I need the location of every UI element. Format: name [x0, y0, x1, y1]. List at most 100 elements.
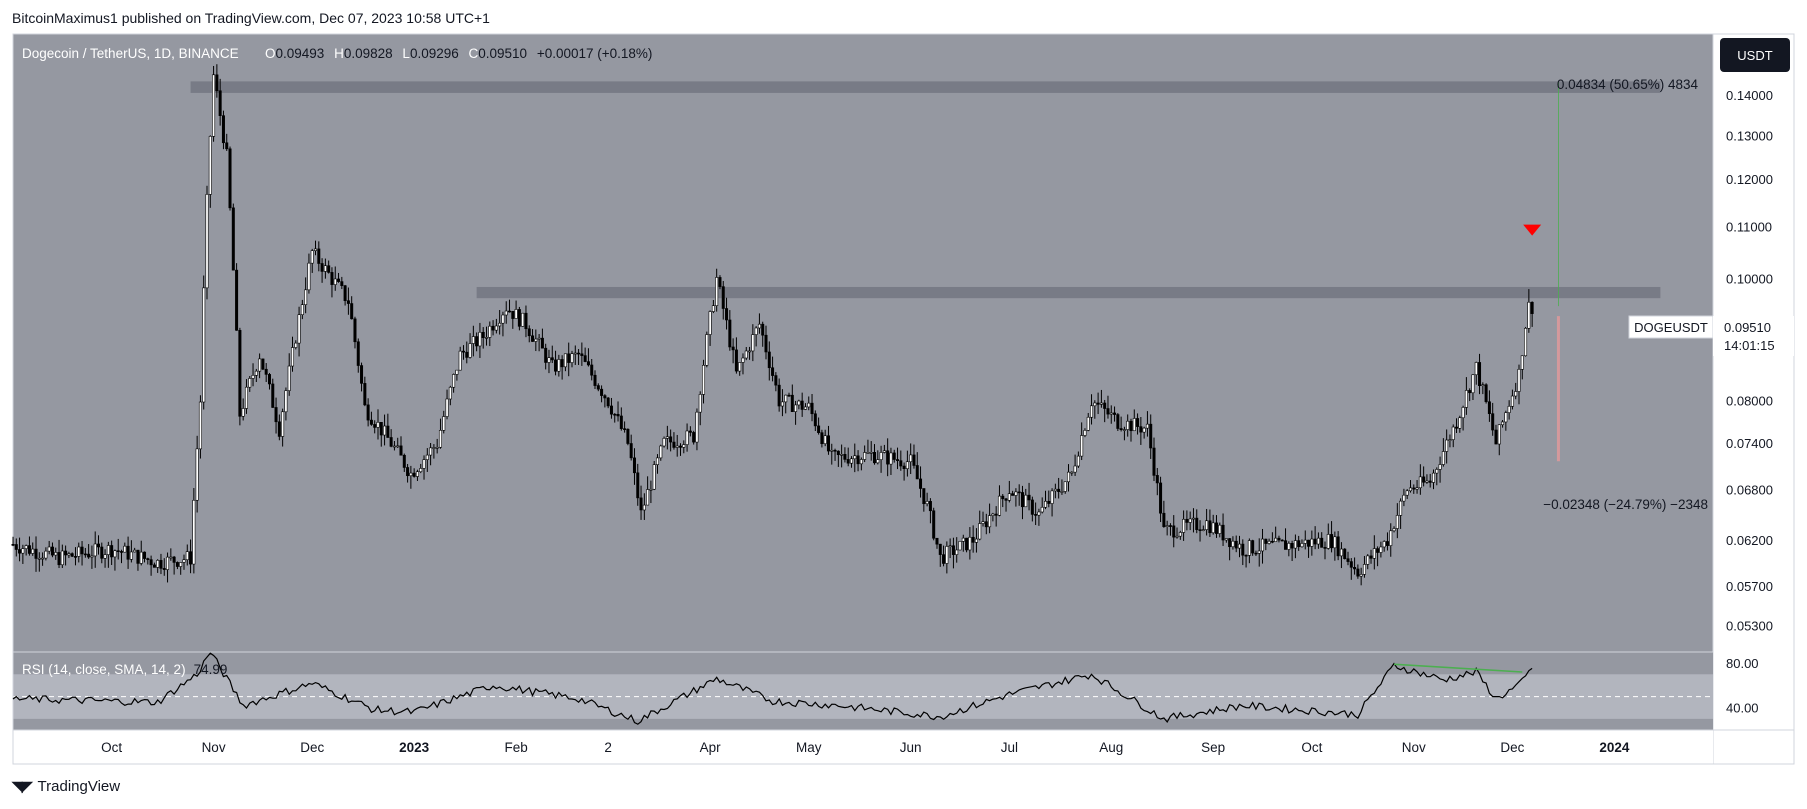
candle [406, 463, 410, 483]
candle [1372, 535, 1376, 570]
candle [1510, 389, 1514, 410]
candle [866, 439, 870, 454]
currency-button[interactable]: USDT [1720, 38, 1790, 72]
price-tag-price-box [1713, 316, 1794, 356]
candle [1228, 538, 1232, 561]
candle [1382, 540, 1386, 552]
candle [662, 436, 666, 448]
rsi-divergence-line[interactable] [1393, 663, 1523, 673]
candle [702, 359, 706, 404]
candle [1438, 456, 1442, 483]
candle [143, 551, 147, 563]
candle [1501, 419, 1505, 428]
candle [166, 552, 170, 583]
candle [1385, 532, 1389, 551]
candle [353, 316, 357, 349]
candle [1504, 410, 1508, 431]
candle [1353, 557, 1357, 575]
candle [514, 300, 518, 319]
candle [1425, 474, 1429, 484]
price-pane[interactable] [13, 34, 1713, 652]
candle [527, 325, 531, 343]
candle [501, 311, 505, 337]
time-tick-label: Apr [700, 740, 722, 755]
rsi-legend-label: RSI (14, close, SMA, 14, 2) [22, 662, 186, 677]
candle [672, 432, 676, 450]
candle [925, 492, 929, 507]
candle [1359, 567, 1363, 586]
candle [1073, 454, 1077, 476]
candle [1149, 414, 1153, 459]
candle [1201, 525, 1205, 532]
candle [192, 488, 196, 574]
candle [1053, 483, 1057, 499]
resistance-zone-2[interactable] [476, 286, 1661, 299]
candle [1277, 535, 1281, 543]
candle [1395, 503, 1399, 539]
candle [198, 395, 202, 459]
price-axis-area[interactable] [1713, 34, 1794, 764]
candle [1037, 508, 1041, 526]
footer-brand[interactable]: ◥◤ TradingView [12, 778, 120, 795]
candle [93, 531, 97, 568]
candle [1293, 534, 1297, 559]
candle [1017, 484, 1021, 506]
candle [1034, 502, 1038, 526]
candle [642, 493, 646, 520]
candle [879, 445, 883, 473]
candle [103, 549, 107, 568]
symbol-legend[interactable]: Dogecoin / TetherUS, 1D, BINANCE [22, 46, 239, 61]
price-tag-price: 0.09510 [1724, 320, 1771, 335]
candle [47, 540, 51, 555]
candle [1237, 535, 1241, 558]
candle [1336, 531, 1340, 561]
candle [705, 331, 709, 368]
candle [461, 345, 465, 360]
candle [679, 443, 683, 456]
candle [942, 545, 946, 567]
candle [442, 410, 446, 434]
candle [1211, 514, 1215, 535]
resistance-zone-1[interactable] [190, 81, 1661, 93]
price-tag-symbol: DOGEUSDT [1634, 320, 1708, 335]
candle [846, 447, 850, 467]
signal-arrow-down-icon[interactable] [1523, 224, 1542, 236]
candle [327, 260, 331, 274]
measure-down-label: −0.02348 (−24.79%) −2348 [1543, 497, 1708, 512]
candle [491, 320, 495, 336]
candle [1090, 394, 1094, 425]
open-label: O [265, 46, 276, 61]
candle [1113, 406, 1117, 422]
candle [902, 462, 906, 481]
candle [1205, 508, 1209, 536]
price-tick-label: 0.05300 [1726, 619, 1773, 634]
candle [961, 534, 965, 552]
candle [1356, 564, 1360, 579]
candle [231, 203, 235, 271]
candle [935, 537, 939, 549]
candle [856, 450, 860, 472]
candle [172, 555, 176, 575]
candle [452, 373, 456, 393]
candle [504, 301, 508, 324]
candle [573, 345, 577, 365]
candle [951, 537, 955, 569]
candle [386, 413, 390, 438]
measure-up-label: 0.04834 (50.65%) 4834 [1557, 77, 1699, 92]
candle [632, 448, 636, 485]
rsi-legend[interactable]: RSI (14, close, SMA, 14, 2) 74.99 [22, 662, 227, 677]
candle [228, 146, 232, 211]
candle [1399, 498, 1403, 529]
candle [583, 347, 587, 363]
candle [310, 248, 314, 273]
candle [468, 333, 472, 359]
candle [113, 549, 117, 571]
candle [1103, 399, 1107, 423]
candle [419, 463, 423, 474]
candle [422, 455, 426, 480]
candle [21, 544, 25, 564]
candle [458, 346, 462, 371]
time-axis-area[interactable] [13, 730, 1713, 764]
candle [1001, 494, 1005, 508]
